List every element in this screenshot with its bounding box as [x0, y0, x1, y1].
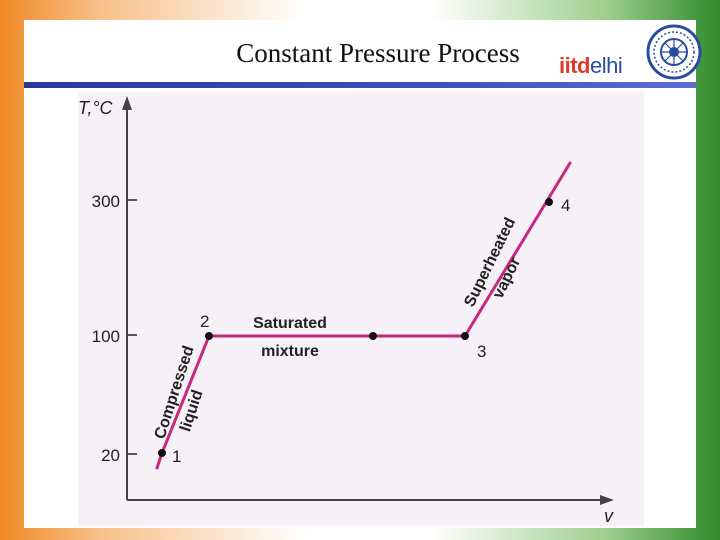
institute-logo-text: iitdelhi	[559, 53, 623, 79]
y-axis-label: T,°C	[78, 98, 114, 118]
y-tick-label-100: 100	[92, 327, 120, 346]
diagram-background	[78, 92, 644, 526]
institute-seal-icon	[646, 24, 702, 80]
title-divider-bar	[24, 82, 696, 88]
saturated-label-line-2: mixture	[261, 343, 319, 360]
state-label-2: 2	[200, 312, 209, 331]
x-axis-arrow	[600, 495, 614, 505]
state-label-4: 4	[561, 196, 570, 215]
y-tick-label-300: 300	[92, 192, 120, 211]
saturated-midpoint	[369, 332, 377, 340]
logo-part-b: elhi	[590, 53, 623, 78]
slide-title: Constant Pressure Process	[236, 38, 520, 68]
state-label-1: 1	[172, 447, 181, 466]
state-point-2	[205, 332, 213, 340]
saturated-label-line-1: Saturated	[253, 315, 327, 332]
slide: Constant Pressure Process iitdelhi	[24, 20, 702, 528]
process-line	[155, 161, 572, 470]
logo-part-a: iitd	[559, 53, 591, 78]
y-tick-label-20: 20	[101, 446, 120, 465]
state-point-1	[158, 449, 166, 457]
state-label-3: 3	[477, 342, 486, 361]
state-point-3	[461, 332, 469, 340]
x-axis-label: v	[604, 506, 614, 526]
state-point-4	[545, 198, 553, 206]
y-axis-arrow	[122, 96, 132, 110]
